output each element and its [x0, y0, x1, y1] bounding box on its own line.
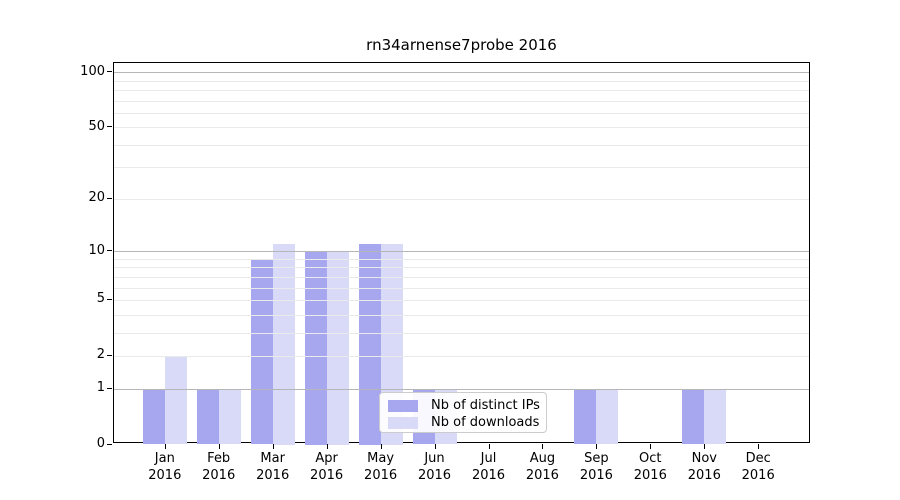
y-tick-mark-50 — [107, 126, 112, 128]
bar-may-ips — [358, 244, 381, 445]
bar-jan-downloads — [164, 355, 187, 445]
gridline-y-9 — [114, 258, 809, 260]
gridline-y-100 — [114, 72, 809, 74]
x-tick-label-jun: Jun 2016 — [417, 451, 452, 483]
gridline-y-90 — [114, 80, 809, 82]
bar-apr-ips — [304, 251, 327, 445]
y-tick-label-100: 100 — [80, 63, 105, 79]
x-tick-mark-aug — [542, 443, 544, 449]
y-tick-mark-100 — [107, 71, 112, 73]
x-tick-label-feb: Feb 2016 — [202, 451, 236, 483]
y-tick-label-0: 0 — [96, 436, 105, 451]
y-tick-mark-1 — [107, 387, 112, 389]
x-tick-label-mar: Mar 2016 — [256, 451, 290, 483]
bar-mar-ips — [250, 258, 273, 445]
x-tick-label-jul: Jul 2016 — [471, 451, 506, 483]
y-tick-label-10: 10 — [88, 242, 105, 258]
gridline-y-80 — [114, 89, 809, 91]
y-tick-mark-0 — [107, 443, 112, 445]
x-tick-label-aug: Aug 2016 — [525, 451, 559, 483]
x-tick-mark-jun — [434, 443, 436, 449]
plot-area — [113, 62, 810, 445]
bar-sep-downloads — [596, 388, 619, 445]
y-tick-mark-10 — [107, 250, 112, 251]
y-tick-label-50: 50 — [88, 118, 105, 134]
x-tick-label-dec: Dec 2016 — [741, 451, 775, 483]
y-tick-mark-5 — [107, 298, 112, 300]
gridline-y-6 — [114, 287, 809, 289]
bar-feb-ips — [196, 388, 219, 445]
legend-swatch-downloads — [388, 416, 418, 429]
x-tick-mark-oct — [650, 443, 652, 449]
legend-swatch-distinct-ips — [388, 399, 418, 412]
x-tick-mark-dec — [758, 443, 760, 449]
x-tick-label-jan: Jan 2016 — [148, 451, 182, 483]
bar-jan-ips — [142, 388, 165, 445]
gridline-y-7 — [114, 276, 809, 278]
y-tick-mark-20 — [107, 197, 112, 199]
gridline-y-3 — [114, 332, 809, 334]
legend: Nb of distinct IPs Nb of downloads — [379, 392, 547, 433]
x-tick-mark-jul — [488, 443, 490, 449]
y-tick-label-5: 5 — [96, 291, 105, 307]
gridline-y-2 — [114, 355, 809, 357]
bar-sep-ips — [574, 388, 597, 445]
y-tick-label-2: 2 — [96, 347, 105, 363]
y-tick-label-20: 20 — [88, 190, 105, 206]
x-tick-label-oct: Oct 2016 — [633, 451, 667, 483]
x-tick-mark-jan — [164, 443, 166, 449]
legend-entry-downloads: Nb of downloads — [388, 415, 540, 430]
x-tick-label-nov: Nov 2016 — [687, 451, 721, 483]
x-tick-mark-feb — [218, 443, 220, 449]
legend-entry-distinct-ips: Nb of distinct IPs — [388, 398, 540, 413]
x-tick-mark-nov — [704, 443, 706, 449]
gridline-y-5 — [114, 299, 809, 301]
gridline-y-20 — [114, 198, 809, 200]
legend-label-downloads: Nb of downloads — [431, 415, 540, 430]
x-tick-mark-sep — [596, 443, 598, 449]
gridline-y-8 — [114, 267, 809, 269]
bar-mar-downloads — [272, 244, 295, 445]
x-tick-mark-mar — [272, 443, 274, 449]
bar-nov-ips — [682, 388, 705, 445]
gridline-y-10 — [114, 251, 809, 252]
x-tick-label-apr: Apr 2016 — [310, 451, 344, 483]
gridline-y-1 — [114, 388, 809, 390]
x-tick-mark-apr — [326, 443, 328, 449]
gridline-y-70 — [114, 100, 809, 102]
gridline-y-50 — [114, 127, 809, 129]
x-tick-label-may: May 2016 — [364, 451, 398, 483]
y-tick-mark-2 — [107, 354, 112, 356]
bar-nov-downloads — [704, 388, 727, 445]
gridline-y-60 — [114, 112, 809, 114]
y-tick-label-1: 1 — [96, 380, 105, 396]
chart-title: rn34arnense7probe 2016 — [366, 36, 557, 54]
gridline-y-4 — [114, 314, 809, 316]
bar-feb-downloads — [218, 388, 241, 445]
bar-apr-downloads — [326, 251, 349, 445]
x-tick-label-sep: Sep 2016 — [579, 451, 613, 483]
x-tick-mark-may — [380, 443, 382, 449]
gridline-y-40 — [114, 144, 809, 146]
legend-label-distinct-ips: Nb of distinct IPs — [431, 398, 540, 413]
gridline-y-30 — [114, 167, 809, 169]
